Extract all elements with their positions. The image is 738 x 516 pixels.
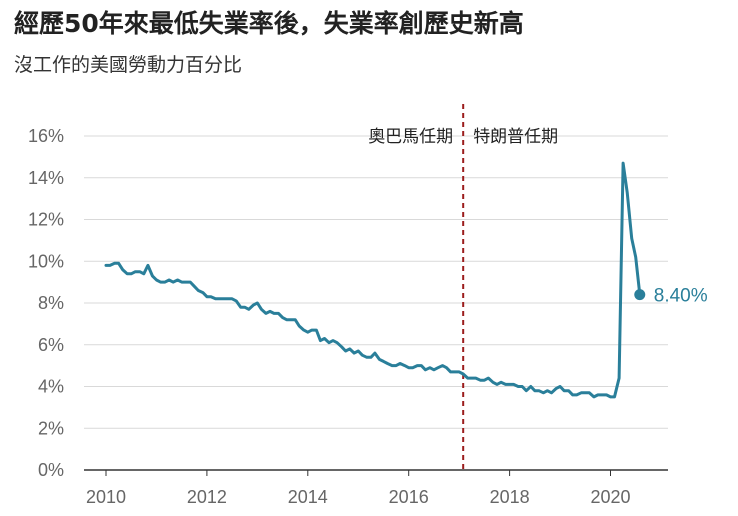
x-tick-label: 2016: [389, 487, 429, 507]
x-tick-label: 2012: [187, 487, 227, 507]
y-tick-label: 10%: [28, 251, 64, 271]
latest-value-label: 8.40%: [654, 286, 708, 307]
x-tick-label: 2020: [590, 487, 630, 507]
gridlines: [84, 135, 668, 429]
y-tick-label: 0%: [38, 460, 64, 480]
x-tick-label: 2010: [86, 487, 126, 507]
y-tick-label: 6%: [38, 335, 64, 355]
x-axis-ticks: 2010 2012 2014 2016 2018 2020: [86, 470, 631, 507]
latest-value-marker: [634, 289, 646, 301]
y-tick-label: 12%: [28, 210, 64, 230]
y-tick-label: 16%: [28, 126, 64, 146]
y-axis-ticks: 0% 2% 4% 6% 8% 10% 12% 14% 16%: [28, 126, 64, 480]
y-tick-label: 4%: [38, 377, 64, 397]
y-tick-label: 8%: [38, 293, 64, 313]
chart-title: 經歷50年來最低失業率後，失業率創歷史新高: [14, 9, 524, 38]
x-tick-label: 2018: [490, 487, 530, 507]
trump-term-label: 特朗普任期: [473, 127, 558, 147]
y-tick-label: 14%: [28, 168, 64, 188]
x-tick-label: 2014: [288, 487, 328, 507]
chart-subtitle: 沒工作的美國勞動力百分比: [14, 54, 243, 76]
unemployment-rate-line: [104, 161, 642, 399]
obama-term-label: 奧巴馬任期: [368, 127, 453, 147]
y-tick-label: 2%: [38, 418, 64, 438]
